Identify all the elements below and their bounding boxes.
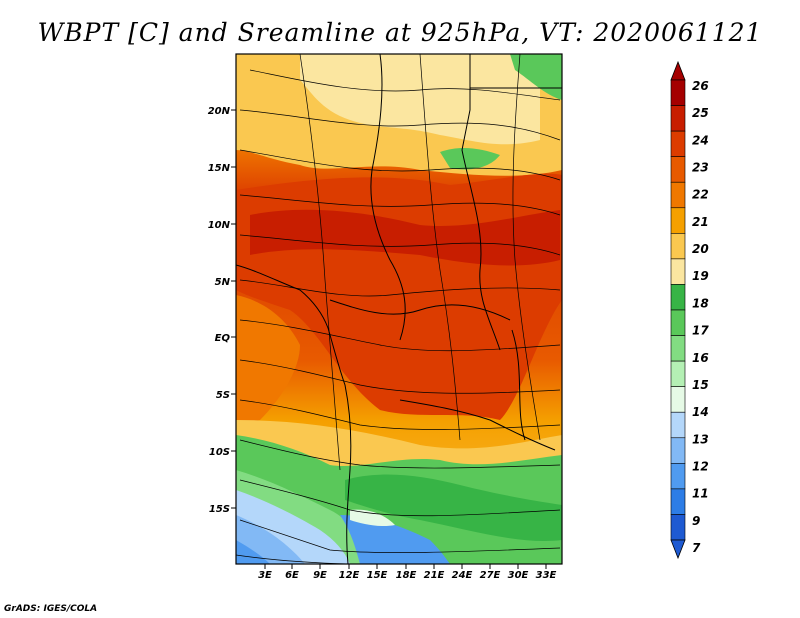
lon-label: 9E <box>313 570 327 581</box>
colorbar: 26 25 24 23 22 21 20 19 18 17 16 15 14 13 12 11 9 7 <box>670 60 709 560</box>
colorbar-label: 13 <box>692 432 709 446</box>
lat-label: 5S <box>216 390 230 401</box>
colorbar-swatch <box>670 105 686 132</box>
colorbar-swatch <box>670 335 686 362</box>
wbpt-zone-11c-south-interior <box>340 515 450 564</box>
lon-label: 6E <box>285 570 299 581</box>
colorbar-swatch <box>670 258 686 285</box>
lon-label: 15E <box>367 570 388 581</box>
colorbar-bottom-arrow <box>670 539 686 560</box>
streamlines <box>236 54 561 564</box>
colorbar-swatch <box>670 488 686 515</box>
lat-label: 10N <box>208 220 231 231</box>
colorbar-swatch <box>670 437 686 464</box>
colorbar-label: 12 <box>692 459 709 473</box>
map-area <box>236 54 562 564</box>
lon-label: 33E <box>536 570 557 581</box>
colorbar-swatch <box>670 207 686 234</box>
lat-label: 15N <box>208 163 231 174</box>
colorbar-label: 14 <box>692 405 709 419</box>
colorbar-label: 24 <box>692 133 709 147</box>
colorbar-swatch <box>670 309 686 336</box>
colorbar-label: 17 <box>692 324 709 338</box>
colorbar-label: 18 <box>692 296 709 310</box>
longitude-axis: 3E 6E 9E 12E 15E 18E 21E 24E 27E 30E 33E <box>258 564 557 581</box>
colorbar-swatch <box>670 233 686 260</box>
colorbar-label: 16 <box>692 351 709 365</box>
colorbar-swatch <box>670 360 686 387</box>
colorbar-swatch <box>670 284 686 311</box>
colorbar-label: 19 <box>692 269 709 283</box>
lon-label: 30E <box>508 570 529 581</box>
colorbar-label: 23 <box>692 161 709 175</box>
wbpt-zone-19c-north <box>300 54 540 145</box>
colorbar-swatch <box>670 156 686 183</box>
wbpt-zone-18c-south <box>345 474 562 541</box>
wbpt-zone-25c-band <box>250 209 560 266</box>
lon-label: 12E <box>339 570 360 581</box>
lon-label: 24E <box>452 570 473 581</box>
lat-label: 20N <box>208 106 231 117</box>
colorbar-label: 11 <box>692 487 709 501</box>
lat-label: 5N <box>215 277 231 288</box>
colorbar-swatch <box>670 411 686 439</box>
lat-label: 10S <box>209 447 230 458</box>
lon-label: 3E <box>258 570 272 581</box>
colorbar-swatch <box>670 79 686 106</box>
wbpt-zone-17c-sudan <box>440 148 500 170</box>
colorbar-swatch <box>670 386 686 413</box>
wbpt-zone-15c-patch <box>350 509 395 527</box>
coastline-borders <box>236 54 562 564</box>
colorbar-swatch <box>670 130 686 157</box>
lat-label: EQ <box>215 333 231 344</box>
colorbar-label: 25 <box>692 106 709 120</box>
colorbar-label: 15 <box>692 378 709 392</box>
lon-label: 27E <box>480 570 501 581</box>
wbpt-zone-22c-west <box>236 295 300 425</box>
colorbar-label: 7 <box>692 541 701 555</box>
colorbar-label: 26 <box>692 79 709 93</box>
colorbar-top-arrow <box>670 60 686 81</box>
colorbar-swatch <box>670 463 686 490</box>
colorbar-swatch <box>670 514 686 541</box>
lon-label: 21E <box>424 570 445 581</box>
colorbar-label: 22 <box>692 188 709 202</box>
lat-label: 15S <box>209 504 230 515</box>
colorbar-label: 20 <box>692 242 709 256</box>
colorbar-swatch <box>670 181 686 209</box>
map-frame <box>235 53 563 565</box>
chart-title: WBPT [C] and Sreamline at 925hPa, VT: 20… <box>37 18 763 47</box>
colorbar-label: 21 <box>692 215 709 229</box>
lon-label: 18E <box>396 570 417 581</box>
latitude-axis: 20N 15N 10N 5N EQ 5S 10S 15S <box>208 106 236 515</box>
colorbar-label: 9 <box>692 514 700 528</box>
grads-credit: GrADS: IGES/COLA <box>4 604 98 614</box>
